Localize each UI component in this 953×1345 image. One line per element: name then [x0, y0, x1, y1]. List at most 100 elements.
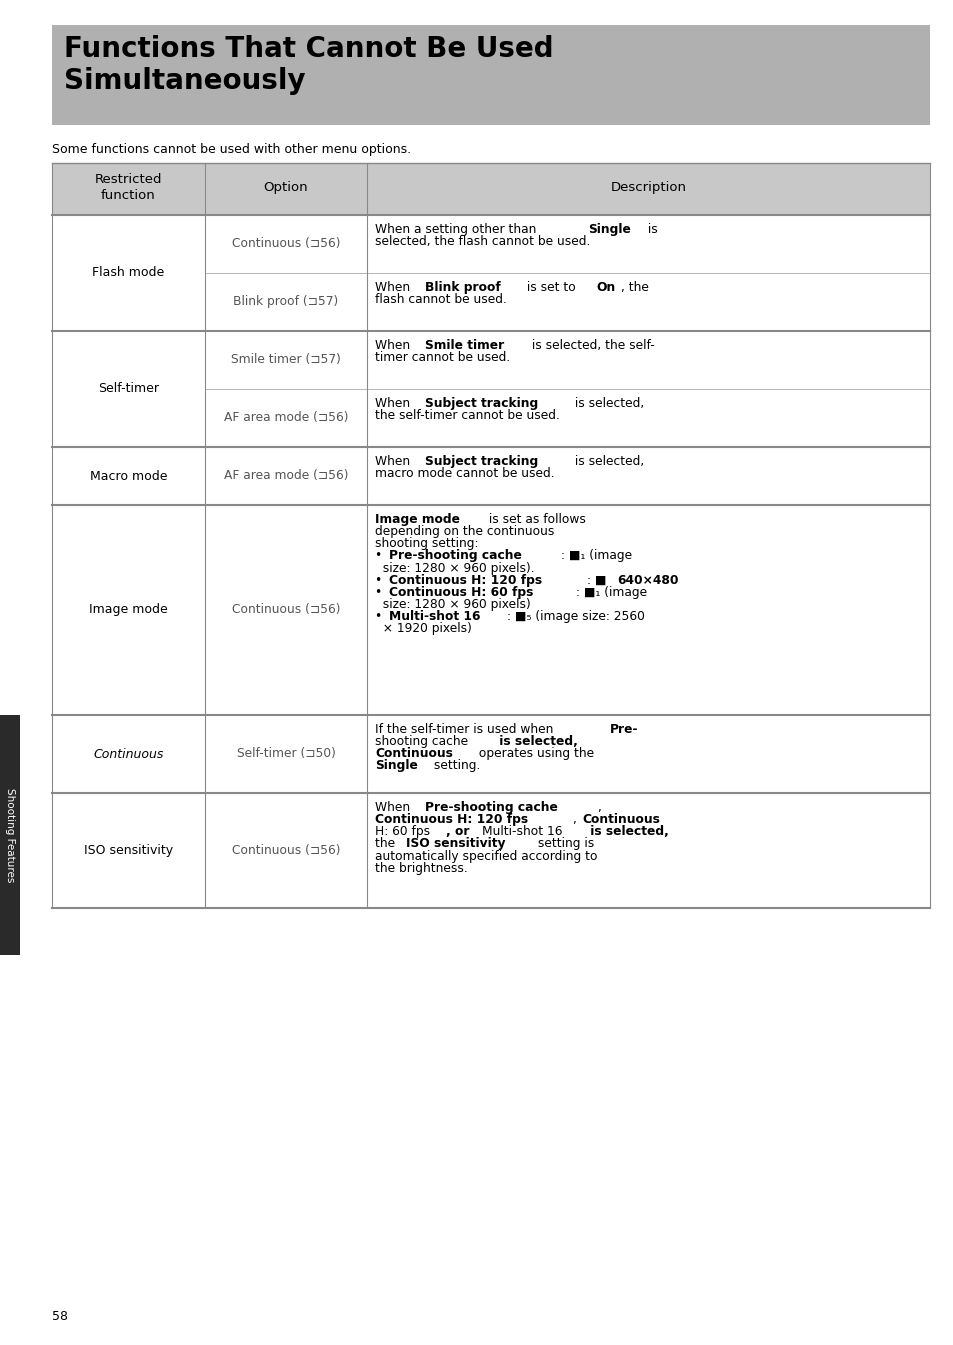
Text: : ■₅ (image size: 2560: : ■₅ (image size: 2560 — [507, 611, 644, 623]
Text: Single: Single — [375, 760, 417, 772]
Text: Multi-shot 16: Multi-shot 16 — [389, 611, 480, 623]
Text: is set to: is set to — [522, 281, 579, 295]
Text: Pre-: Pre- — [610, 724, 638, 736]
Text: Continuous (⊐56): Continuous (⊐56) — [232, 238, 340, 250]
Bar — [367, 389, 929, 447]
Text: is selected,: is selected, — [571, 397, 644, 410]
Text: When: When — [375, 455, 414, 468]
Bar — [205, 389, 367, 447]
Bar — [205, 447, 367, 504]
Text: Some functions cannot be used with other menu options.: Some functions cannot be used with other… — [52, 143, 411, 156]
Text: Continuous H: 120 fps: Continuous H: 120 fps — [389, 574, 542, 586]
Text: Continuous: Continuous — [93, 748, 164, 760]
Text: selected, the flash cannot be used.: selected, the flash cannot be used. — [375, 235, 590, 247]
Bar — [367, 794, 929, 908]
Text: When: When — [375, 397, 414, 410]
Text: Image mode: Image mode — [89, 604, 168, 616]
Bar — [367, 447, 929, 504]
Text: flash cannot be used.: flash cannot be used. — [375, 293, 506, 307]
Text: setting.: setting. — [430, 760, 480, 772]
Text: Smile timer (⊐57): Smile timer (⊐57) — [231, 354, 340, 366]
Text: Pre-shooting cache: Pre-shooting cache — [425, 802, 558, 814]
Text: size: 1280 × 960 pixels).: size: 1280 × 960 pixels). — [375, 562, 534, 574]
Text: ISO sensitivity: ISO sensitivity — [406, 838, 505, 850]
Text: Continuous H: 120 fps: Continuous H: 120 fps — [375, 814, 528, 826]
Bar — [52, 215, 205, 331]
Bar — [52, 26, 929, 125]
Text: ,: , — [597, 802, 600, 814]
Text: AF area mode (⊐56): AF area mode (⊐56) — [224, 412, 348, 425]
Text: Image mode: Image mode — [375, 512, 459, 526]
Text: Continuous (⊐56): Continuous (⊐56) — [232, 845, 340, 857]
Text: Self-timer (⊐50): Self-timer (⊐50) — [236, 748, 335, 760]
Bar — [0, 716, 20, 955]
Bar — [367, 716, 929, 794]
Bar — [205, 716, 367, 794]
Text: × 1920 pixels): × 1920 pixels) — [375, 623, 472, 635]
Text: Subject tracking: Subject tracking — [425, 397, 538, 410]
Text: the brightness.: the brightness. — [375, 862, 467, 874]
Text: is selected,: is selected, — [585, 826, 668, 838]
Bar — [205, 794, 367, 908]
Text: Blink proof: Blink proof — [425, 281, 500, 295]
Text: •: • — [375, 586, 386, 599]
Text: : ■₁ (image: : ■₁ (image — [575, 586, 646, 599]
Bar — [367, 215, 929, 273]
Bar — [52, 163, 929, 215]
Bar — [205, 215, 367, 273]
Text: Description: Description — [610, 182, 686, 194]
Text: Single: Single — [588, 223, 631, 235]
Bar — [52, 331, 205, 447]
Text: setting is: setting is — [534, 838, 594, 850]
Text: Subject tracking: Subject tracking — [425, 455, 538, 468]
Text: depending on the continuous: depending on the continuous — [375, 525, 554, 538]
Text: is selected,: is selected, — [571, 455, 644, 468]
Text: •: • — [375, 549, 386, 562]
Text: Pre-shooting cache: Pre-shooting cache — [389, 549, 521, 562]
Text: Continuous (⊐56): Continuous (⊐56) — [232, 604, 340, 616]
Text: is: is — [643, 223, 657, 235]
Text: : ■: : ■ — [586, 574, 610, 586]
Bar — [52, 794, 205, 908]
Text: If the self-timer is used when: If the self-timer is used when — [375, 724, 557, 736]
Text: size: 1280 × 960 pixels): size: 1280 × 960 pixels) — [375, 599, 530, 611]
Text: When: When — [375, 281, 414, 295]
Text: , or: , or — [446, 826, 474, 838]
Bar — [367, 331, 929, 389]
Text: : ■₁ (image: : ■₁ (image — [560, 549, 631, 562]
Text: When a setting other than: When a setting other than — [375, 223, 539, 235]
Text: Smile timer: Smile timer — [425, 339, 504, 352]
Text: automatically specified according to: automatically specified according to — [375, 850, 597, 862]
Bar — [205, 273, 367, 331]
Text: is set as follows: is set as follows — [484, 512, 585, 526]
Bar — [52, 716, 205, 794]
Bar — [52, 447, 205, 504]
Text: shooting setting:: shooting setting: — [375, 537, 478, 550]
Text: Functions That Cannot Be Used: Functions That Cannot Be Used — [64, 35, 553, 63]
Text: Continuous: Continuous — [582, 814, 659, 826]
Text: On: On — [596, 281, 615, 295]
Text: Restricted
function: Restricted function — [94, 174, 162, 202]
Text: Option: Option — [263, 182, 308, 194]
Text: 58: 58 — [52, 1310, 68, 1323]
Text: Self-timer: Self-timer — [98, 382, 159, 395]
Text: •: • — [375, 574, 386, 586]
Text: Shooting Features: Shooting Features — [5, 788, 15, 882]
Text: H: 60 fps: H: 60 fps — [375, 826, 430, 838]
Text: the self-timer cannot be used.: the self-timer cannot be used. — [375, 409, 559, 422]
Text: is selected, the self-: is selected, the self- — [527, 339, 654, 352]
Text: AF area mode (⊐56): AF area mode (⊐56) — [224, 469, 348, 483]
Text: •: • — [375, 611, 386, 623]
Text: When: When — [375, 802, 414, 814]
Bar — [52, 504, 205, 716]
Text: Continuous: Continuous — [375, 748, 453, 760]
Bar — [367, 504, 929, 716]
Text: ISO sensitivity: ISO sensitivity — [84, 845, 172, 857]
Bar — [205, 504, 367, 716]
Text: timer cannot be used.: timer cannot be used. — [375, 351, 510, 364]
Text: Continuous H: 60 fps: Continuous H: 60 fps — [389, 586, 533, 599]
Text: is selected,: is selected, — [495, 736, 578, 748]
Text: macro mode cannot be used.: macro mode cannot be used. — [375, 467, 554, 480]
Bar — [205, 331, 367, 389]
Text: operates using the: operates using the — [475, 748, 594, 760]
